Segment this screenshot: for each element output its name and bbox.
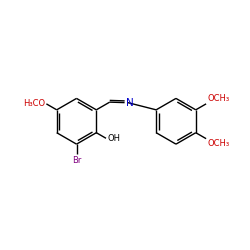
- Text: H₃CO: H₃CO: [23, 99, 46, 108]
- Text: OCH₃: OCH₃: [207, 94, 229, 103]
- Text: OH: OH: [107, 134, 120, 143]
- Text: N: N: [126, 98, 134, 108]
- Text: Br: Br: [72, 156, 81, 164]
- Text: OCH₃: OCH₃: [207, 140, 229, 148]
